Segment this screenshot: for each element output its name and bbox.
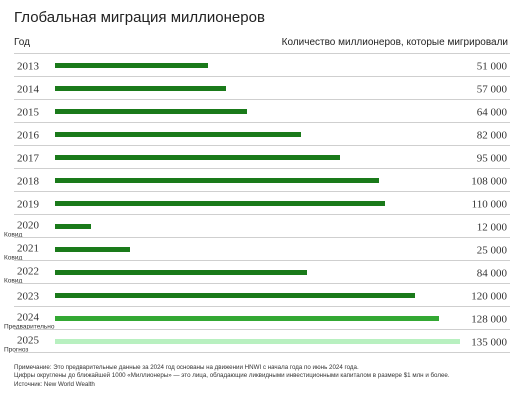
bar-2016: [55, 132, 301, 137]
value-label-2016: 82 000: [477, 130, 508, 142]
bar-2014: [55, 86, 226, 91]
bar-2018: [55, 178, 379, 183]
value-label-2023: 120 000: [471, 291, 507, 303]
year-label-2024: 2024: [17, 312, 40, 324]
value-label-2021: 25 000: [477, 245, 508, 257]
value-label-2020: 12 000: [477, 222, 508, 234]
value-label-2014: 57 000: [477, 84, 508, 96]
value-label-2024: 128 000: [471, 314, 507, 326]
bar-2015: [55, 109, 247, 114]
value-label-2017: 95 000: [477, 153, 508, 165]
year-label-2015: 2015: [17, 107, 40, 119]
year-label-2022: 2022: [17, 266, 39, 278]
bar-2021: [55, 247, 130, 252]
year-label-2019: 2019: [17, 199, 40, 211]
value-column-header: Количество миллионеров, которые мигриров…: [281, 37, 508, 48]
bar-2019: [55, 201, 385, 206]
bar-chart: 2013 51 000 2014 57 000 2015 64 000 2016 82 000…: [4, 61, 510, 354]
footnote-source: Источник: New World Wealth: [14, 380, 95, 388]
value-label-2019: 110 000: [472, 199, 508, 211]
bar-2017: [55, 155, 340, 160]
year-column-header: Год: [14, 37, 30, 48]
year-sublabel-2020: Ковид: [4, 232, 22, 239]
year-label-2013: 2013: [17, 61, 40, 73]
value-label-2018: 108 000: [471, 176, 507, 188]
value-label-2015: 64 000: [477, 107, 508, 119]
bar-2013: [55, 63, 208, 68]
chart-title: Глобальная миграция миллионеров: [14, 9, 265, 26]
bar-2020: [55, 224, 91, 229]
year-sublabel-2025: Прогноз: [4, 347, 28, 354]
year-label-2021: 2021: [17, 243, 39, 255]
year-sublabel-2024: Предварительно: [4, 324, 55, 331]
bar-2023: [55, 293, 415, 298]
year-label-2016: 2016: [17, 130, 40, 142]
year-label-2023: 2023: [17, 291, 40, 303]
year-label-2018: 2018: [17, 176, 40, 188]
bar-2025: [55, 339, 460, 344]
value-label-2013: 51 000: [477, 61, 508, 73]
footnotes: Примечание: Это предварительные данные з…: [14, 364, 450, 389]
year-label-2020: 2020: [17, 220, 40, 232]
footnote-note: Примечание: Это предварительные данные з…: [14, 364, 359, 371]
year-label-2014: 2014: [17, 84, 40, 96]
footnote-rounding: Цифры округлены до ближайшей 1000 «Милли…: [14, 372, 450, 380]
header-separator: [14, 53, 510, 54]
year-sublabel-2021: Ковид: [4, 255, 22, 262]
year-sublabel-2022: Ковид: [4, 278, 22, 285]
bar-2024: [55, 316, 439, 321]
year-label-2017: 2017: [17, 153, 40, 165]
year-label-2025: 2025: [17, 335, 40, 347]
bar-2022: [55, 270, 307, 275]
value-label-2022: 84 000: [477, 268, 508, 280]
value-label-2025: 135 000: [471, 337, 507, 349]
